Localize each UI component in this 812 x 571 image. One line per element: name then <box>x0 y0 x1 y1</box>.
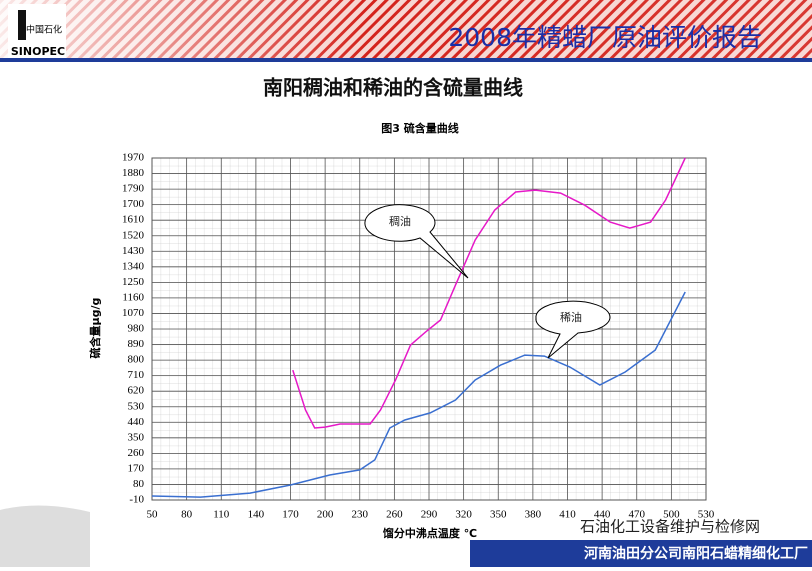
x-tick-label: 230 <box>352 509 369 521</box>
y-tick-label: 1520 <box>122 229 145 241</box>
y-tick-label: 1700 <box>122 198 145 210</box>
x-tick-label: 470 <box>629 509 646 521</box>
logo-en: SINOPEC <box>11 45 65 58</box>
y-tick-label: 1610 <box>122 214 145 226</box>
x-axis-label: 馏分中沸点温度 ℃ <box>383 526 477 540</box>
header-rule <box>0 58 812 62</box>
footer-company: 河南油田分公司南阳石蜡精细化工厂 <box>584 545 808 562</box>
y-axis-label: 硫含量μg/g <box>88 298 102 359</box>
x-tick-label: 290 <box>421 509 438 521</box>
y-tick-label: 1160 <box>122 291 144 303</box>
y-tick-label: 350 <box>128 431 145 443</box>
header-fade <box>0 0 812 58</box>
callout-bubble <box>364 204 469 279</box>
y-tick-label: 440 <box>128 416 145 428</box>
x-tick-label: 110 <box>213 509 230 521</box>
x-tick-label: 140 <box>248 509 265 521</box>
callout-label: 稠油 <box>389 214 411 228</box>
x-tick-label: 260 <box>386 509 403 521</box>
chart-title: 图3 硫含量曲线 <box>381 121 458 135</box>
logo-cn: 中国石化 <box>26 24 62 36</box>
y-tick-label: 1340 <box>122 260 145 272</box>
y-tick-label: 260 <box>128 447 145 459</box>
footer-bar <box>470 540 812 567</box>
y-tick-label: 1430 <box>122 245 145 257</box>
y-tick-label: 710 <box>128 369 145 381</box>
y-tick-label: 1970 <box>122 152 145 164</box>
x-tick-label: 530 <box>698 509 715 521</box>
watermark: 石油化工设备维护与检修网 <box>580 518 760 536</box>
y-tick-label: 1790 <box>122 183 145 195</box>
x-tick-label: 80 <box>181 509 193 521</box>
y-tick-label: 1880 <box>122 167 145 179</box>
x-tick-label: 320 <box>455 509 472 521</box>
logo-mark <box>18 10 26 40</box>
callout-label: 稀油 <box>560 310 582 324</box>
x-tick-label: 410 <box>559 509 576 521</box>
x-tick-label: 380 <box>525 509 542 521</box>
y-tick-label: 1250 <box>122 276 145 288</box>
callout-bubble <box>535 300 611 359</box>
y-tick-label: 980 <box>128 323 145 335</box>
x-tick-label: 500 <box>663 509 680 521</box>
y-tick-label: 170 <box>128 462 145 474</box>
slide-title: 南阳稠油和稀油的含硫量曲线 <box>263 76 523 100</box>
x-tick-label: 170 <box>282 509 299 521</box>
series-line <box>151 291 686 498</box>
footer-logo <box>0 505 90 567</box>
plot: -10 80 170 260 350 440 530 620 710 800 890 980 1070 1… <box>122 152 715 521</box>
series-line <box>292 157 686 429</box>
y-tick-label: 620 <box>128 385 145 397</box>
y-tick-label: 800 <box>128 354 145 366</box>
x-tick-label: 200 <box>317 509 334 521</box>
y-tick-label: 890 <box>128 338 145 350</box>
x-tick-label: 440 <box>594 509 611 521</box>
logo-bg <box>8 4 66 58</box>
report-title: 2008年精蜡厂原油评价报告 <box>448 23 762 52</box>
x-tick-label: 50 <box>147 509 159 521</box>
x-tick-label: 350 <box>490 509 507 521</box>
y-tick-label: 530 <box>128 400 145 412</box>
y-tick-label: 80 <box>133 478 145 490</box>
y-tick-label: -10 <box>129 494 144 506</box>
y-tick-label: 1070 <box>122 307 145 319</box>
